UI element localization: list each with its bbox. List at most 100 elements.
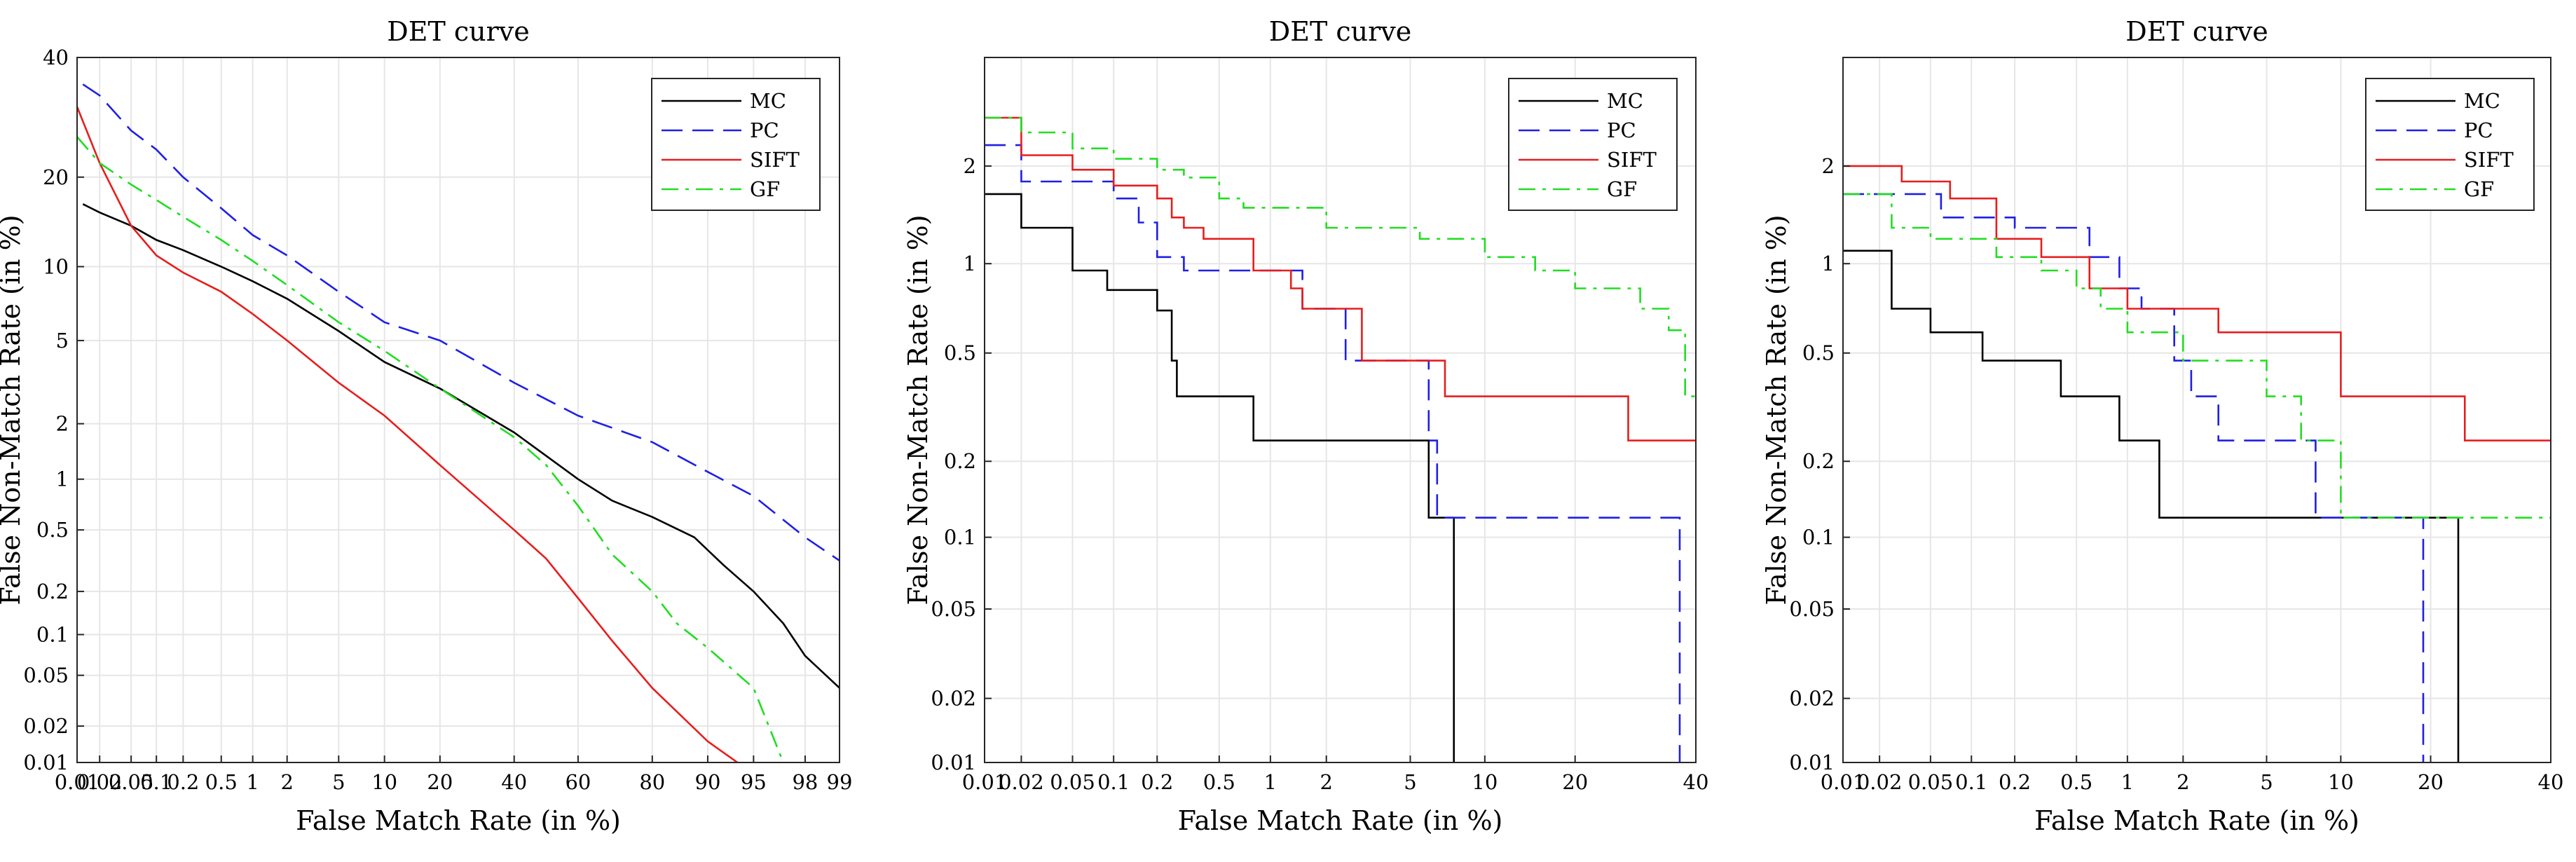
series-line-pc xyxy=(82,83,840,561)
y-tick-label: 0.05 xyxy=(931,597,976,621)
plot-frame xyxy=(984,57,1697,763)
x-tick-label: 0.1 xyxy=(1097,770,1130,794)
y-tick-label: 0.01 xyxy=(23,751,69,774)
x-tick-label: 2 xyxy=(1320,770,1332,794)
legend-label-mc: MC xyxy=(2464,89,2500,113)
x-tick-label: 5 xyxy=(2260,770,2273,794)
y-tick-label: 0.02 xyxy=(1789,687,1835,711)
x-tick-label: 0.5 xyxy=(2060,770,2092,794)
y-axis-label: False Non-Match Rate (in %) xyxy=(1761,214,1792,605)
x-tick-label: 10 xyxy=(2328,770,2354,794)
y-tick-label: 0.01 xyxy=(931,751,976,774)
series-line-mc xyxy=(82,203,840,689)
y-axis-label: False Non-Match Rate (in %) xyxy=(0,214,26,605)
x-tick-label: 20 xyxy=(2418,770,2444,794)
x-tick-label: 0.05 xyxy=(1050,770,1095,794)
legend: MC PC SIFT GF xyxy=(1508,78,1678,211)
det-panel-3: 0.010.02 0.05 0.1 0.2 0.5 1 2 5 10 20 400.010.020.… xyxy=(1761,16,2563,836)
legend-label-pc: PC xyxy=(750,118,779,142)
x-tick-label: 0.01 xyxy=(55,770,100,794)
y-tick-label: 0.5 xyxy=(944,341,976,365)
det-panel-1: 0.010.020.050.10.2 0.5 1 2 5 10 20 40 60 80 90 95 98… xyxy=(0,16,852,836)
y-tick-label: 1 xyxy=(964,252,976,275)
x-tick-label: 0.02 xyxy=(999,770,1044,794)
legend-box xyxy=(1508,78,1678,211)
y-tick-label: 0.01 xyxy=(1789,751,1835,774)
series-line-gf xyxy=(985,116,1696,397)
y-tick-label: 20 xyxy=(43,165,69,189)
x-tick-label: 0.2 xyxy=(167,770,199,794)
series-line-mc xyxy=(985,193,1455,762)
legend-label-sift: SIFT xyxy=(2464,148,2514,172)
x-tick-label: 40 xyxy=(2538,770,2564,794)
x-tick-label: 0.01 xyxy=(962,770,1008,794)
legend-label-sift: SIFT xyxy=(1607,148,1657,172)
y-tick-label: 1 xyxy=(56,467,69,491)
x-tick-label: 5 xyxy=(1404,770,1416,794)
chart-title: DET curve xyxy=(2125,16,2268,47)
x-tick-label: 0.5 xyxy=(1203,770,1235,794)
y-tick-label: 2 xyxy=(56,412,69,436)
y-tick-label: 10 xyxy=(43,254,69,278)
y-tick-label: 0.05 xyxy=(23,664,69,687)
y-tick-label: 0.2 xyxy=(36,580,69,603)
x-tick-label: 20 xyxy=(427,770,453,794)
y-tick-label: 0.5 xyxy=(36,518,69,542)
x-tick-label: 2 xyxy=(280,770,293,794)
y-tick-label: 0.1 xyxy=(36,622,69,646)
x-tick-label: 98 xyxy=(792,770,818,794)
x-axis-label: False Match Rate (in %) xyxy=(2034,805,2359,836)
series-line-sift xyxy=(77,106,739,762)
y-tick-label: 2 xyxy=(1822,154,1835,178)
x-tick-label: 1 xyxy=(246,770,259,794)
det-panel-2: 0.010.02 0.05 0.1 0.2 0.5 1 2 5 10 20 400.010.020.… xyxy=(903,16,1708,836)
series-line-sift xyxy=(1843,165,2551,442)
x-tick-label: 0.05 xyxy=(1908,770,1954,794)
legend-box xyxy=(2365,78,2535,211)
legend-label-gf: GF xyxy=(750,177,780,201)
x-tick-label: 1 xyxy=(2121,770,2134,794)
x-tick-label: 60 xyxy=(565,770,591,794)
legend-label-pc: PC xyxy=(2464,118,2493,142)
x-tick-label: 90 xyxy=(695,770,721,794)
chart-title: DET curve xyxy=(1269,16,1412,47)
legend-label-mc: MC xyxy=(1607,89,1643,113)
x-tick-label: 99 xyxy=(827,770,853,794)
legend-label-sift: SIFT xyxy=(750,148,800,172)
x-tick-label: 0.2 xyxy=(1999,770,2031,794)
x-tick-label: 0.02 xyxy=(1857,770,1903,794)
x-axis-label: False Match Rate (in %) xyxy=(296,805,621,836)
legend-label-gf: GF xyxy=(1607,177,1637,201)
x-tick-label: 80 xyxy=(639,770,665,794)
x-tick-label: 40 xyxy=(1683,770,1709,794)
y-tick-label: 0.02 xyxy=(931,687,976,711)
x-tick-label: 0.1 xyxy=(1955,770,1987,794)
legend-label-mc: MC xyxy=(750,89,786,113)
y-tick-label: 0.05 xyxy=(1789,597,1835,621)
legend-box xyxy=(651,78,821,211)
x-tick-label: 20 xyxy=(1562,770,1588,794)
y-tick-label: 0.1 xyxy=(1802,526,1835,549)
legend-label-gf: GF xyxy=(2464,177,2494,201)
x-tick-label: 1 xyxy=(1264,770,1277,794)
x-tick-label: 40 xyxy=(501,770,527,794)
x-tick-label: 0.01 xyxy=(1821,770,1866,794)
y-tick-label: 0.2 xyxy=(1802,449,1835,473)
x-tick-label: 10 xyxy=(1472,770,1498,794)
y-tick-label: 1 xyxy=(1822,252,1835,275)
x-tick-label: 2 xyxy=(2177,770,2189,794)
x-tick-label: 0.02 xyxy=(77,770,123,794)
y-tick-label: 0.02 xyxy=(23,714,69,738)
x-tick-label: 5 xyxy=(332,770,345,794)
series-line-gf xyxy=(77,136,785,762)
y-tick-label: 0.5 xyxy=(1802,341,1835,365)
x-axis-label: False Match Rate (in %) xyxy=(1178,805,1503,836)
y-tick-label: 0.1 xyxy=(944,526,976,549)
x-tick-label: 0.05 xyxy=(109,770,154,794)
plot-frame xyxy=(1842,57,2551,763)
x-tick-label: 0.1 xyxy=(140,770,172,794)
legend-label-pc: PC xyxy=(1607,118,1636,142)
y-tick-label: 0.2 xyxy=(944,449,976,473)
x-tick-label: 10 xyxy=(371,770,397,794)
